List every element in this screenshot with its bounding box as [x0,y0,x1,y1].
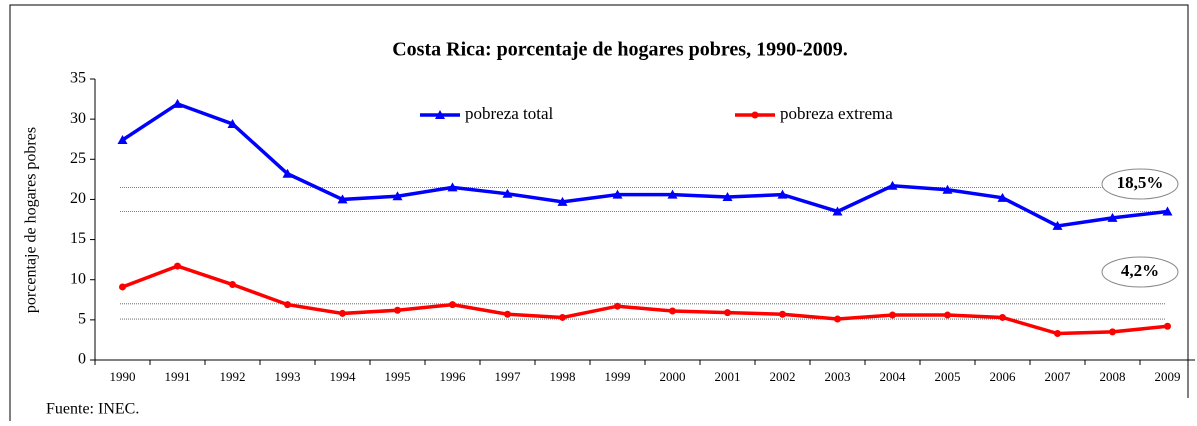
x-tick-label: 2000 [660,369,686,384]
marker [282,168,293,178]
marker [614,302,621,310]
y-tick-label: 25 [70,150,86,167]
marker [559,313,566,321]
marker [669,307,676,315]
marker [942,184,953,194]
marker [834,315,841,323]
marker [1109,328,1116,336]
marker [172,98,183,108]
marker [1162,206,1173,216]
x-tick-label: 1994 [330,369,357,384]
x-tick-label: 1997 [495,369,522,384]
x-tick-label: 2009 [1155,369,1181,384]
x-tick-label: 2005 [935,369,961,384]
y-tick-label: 35 [70,70,86,87]
marker [392,191,403,201]
marker [119,283,126,291]
y-tick-label: 5 [78,311,86,328]
annotation-ellipse [1101,168,1179,200]
x-tick-label: 1998 [550,369,576,384]
y-tick-label: 0 [78,351,86,368]
marker [227,118,238,128]
marker [502,188,513,198]
x-tick-label: 2002 [770,369,796,384]
marker [944,311,951,319]
y-axis-label: porcentaje de hogares pobres [23,127,40,313]
marker [339,309,346,317]
marker [337,194,348,204]
x-tick-label: 2004 [880,369,907,384]
marker [997,192,1008,202]
x-tick-label: 1990 [110,369,136,384]
marker [394,306,401,314]
x-tick-label: 1996 [440,369,467,384]
frame [9,4,1189,421]
marker [447,182,458,192]
y-tick-label: 20 [70,190,86,207]
source: Fuente: INEC. [46,401,139,418]
marker [832,206,843,216]
x-tick-label: 2007 [1045,369,1072,384]
marker [667,189,678,199]
marker [1164,322,1171,330]
marker [612,189,623,199]
annotation-ellipse [1101,256,1179,288]
marker [229,281,236,289]
marker [1054,330,1061,338]
x-tick-label: 2003 [825,369,851,384]
y-tick-label: 10 [70,270,86,287]
y-tick-label: 15 [70,230,86,247]
x-tick-label: 1991 [165,369,191,384]
annotation-label: 4,2% [1121,261,1159,280]
series-line [121,264,1168,336]
x-tick-label: 1992 [220,369,246,384]
marker [504,310,511,318]
legend-label: pobreza total [465,104,554,123]
chart-title: Costa Rica: porcentaje de hogares pobres… [392,39,848,61]
marker [777,189,788,199]
x-tick-label: 1999 [605,369,631,384]
x-tick-label: 1993 [275,369,301,384]
legend-marker [751,111,759,119]
x-tick-label: 2001 [715,369,741,384]
marker [889,311,896,319]
annotation-label: 18,5% [1117,173,1164,192]
legend-marker [435,110,445,119]
x-tick-label: 2008 [1100,369,1126,384]
marker [1052,220,1063,230]
marker [1107,212,1118,222]
marker [174,262,181,270]
marker [449,301,456,309]
marker [284,301,291,309]
x-tick-label: 2006 [990,369,1017,384]
marker [724,309,731,317]
marker [887,180,898,190]
x-tick-label: 1995 [385,369,411,384]
legend-label: pobreza extrema [780,104,893,123]
marker [557,196,568,206]
marker [117,135,128,145]
y-tick-label: 30 [70,110,86,127]
marker [779,310,786,318]
marker [722,192,733,202]
marker [999,313,1006,321]
series-line [121,101,1168,228]
